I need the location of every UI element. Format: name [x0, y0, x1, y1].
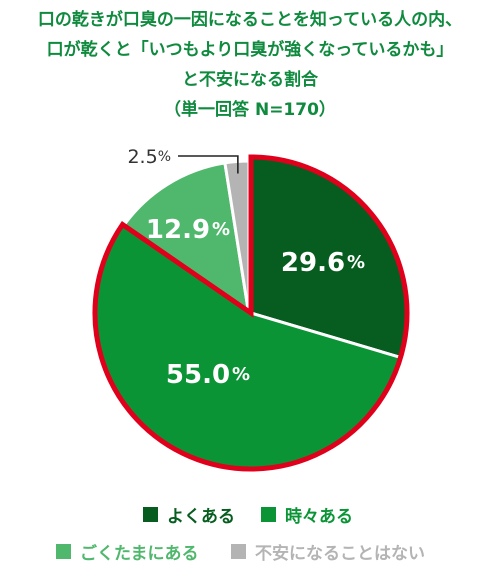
legend-swatch-tokidoki	[261, 507, 276, 522]
data-label-gokutama: 12.9%	[146, 215, 230, 245]
legend-swatch-nai	[231, 544, 246, 559]
legend-item-nai: 不安になることはない	[231, 539, 425, 564]
data-label-yoku: 29.6%	[281, 248, 365, 278]
data-label-nai: 2.5%	[127, 146, 171, 168]
legend-item-tokidoki: 時々ある	[261, 502, 353, 527]
title-line-1: 口の乾きが口臭の一因になることを知っている人の内、	[37, 10, 463, 30]
highlighted-slices-group	[92, 154, 410, 472]
legend-item-yoku: よくある	[143, 502, 235, 527]
title-line-4: （単一回答 N=170）	[164, 100, 336, 120]
pie-slice-gokutama	[120, 161, 252, 319]
chart-title: 口の乾きが口臭の一因になることを知っている人の内、 口が乾くと「いつもより口臭が…	[0, 0, 500, 125]
legend-swatch-gokutama	[56, 544, 71, 559]
title-line-3: と不安になる割合	[182, 70, 318, 90]
legend-label-nai: 不安になることはない	[255, 544, 425, 564]
title-line-2: 口が乾くと「いつもより口臭が強くなっているかも」	[46, 40, 454, 60]
highlight-border	[92, 154, 410, 472]
legend-item-gokutama: ごくたまにある	[56, 539, 199, 564]
legend-label-tokidoki: 時々ある	[285, 507, 353, 527]
data-label-tokidoki: 55.0%	[166, 360, 250, 390]
leader-line-nai	[178, 155, 239, 174]
legend-label-yoku: よくある	[167, 507, 235, 527]
legend-swatch-yoku	[143, 507, 158, 522]
legend-label-gokutama: ごくたまにある	[80, 544, 199, 564]
